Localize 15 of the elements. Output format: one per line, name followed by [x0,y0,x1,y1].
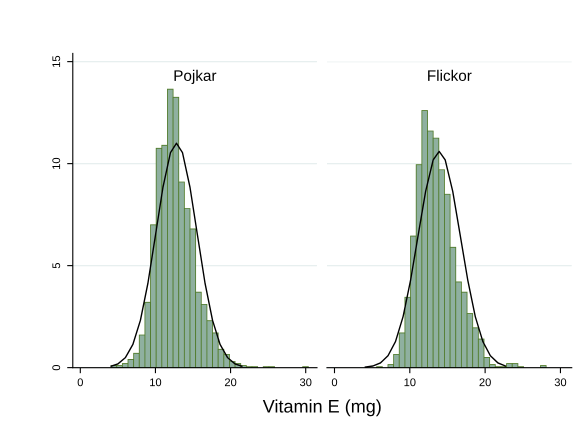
x-axis-title: Vitamin E (mg) [262,399,381,416]
y-tick-label: 10 [52,158,60,169]
chart-title: Flickor [428,70,472,81]
text: Pojkar [174,70,216,84]
x-tick-label: 20 [480,378,491,386]
x-tick-label: 0 [78,378,83,386]
x-tick-label: 10 [150,378,162,386]
y-tick-label: 5 [52,263,60,268]
x-tick-label: 10 [404,378,416,386]
x-tick-label: 30 [300,378,312,386]
y-tick-label: 15 [52,56,60,67]
x-tick-label: 20 [224,378,236,386]
y-tick-label: 0 [52,364,60,370]
x-tick-label: 0 [332,378,338,386]
x-tick-label: 30 [554,378,566,386]
